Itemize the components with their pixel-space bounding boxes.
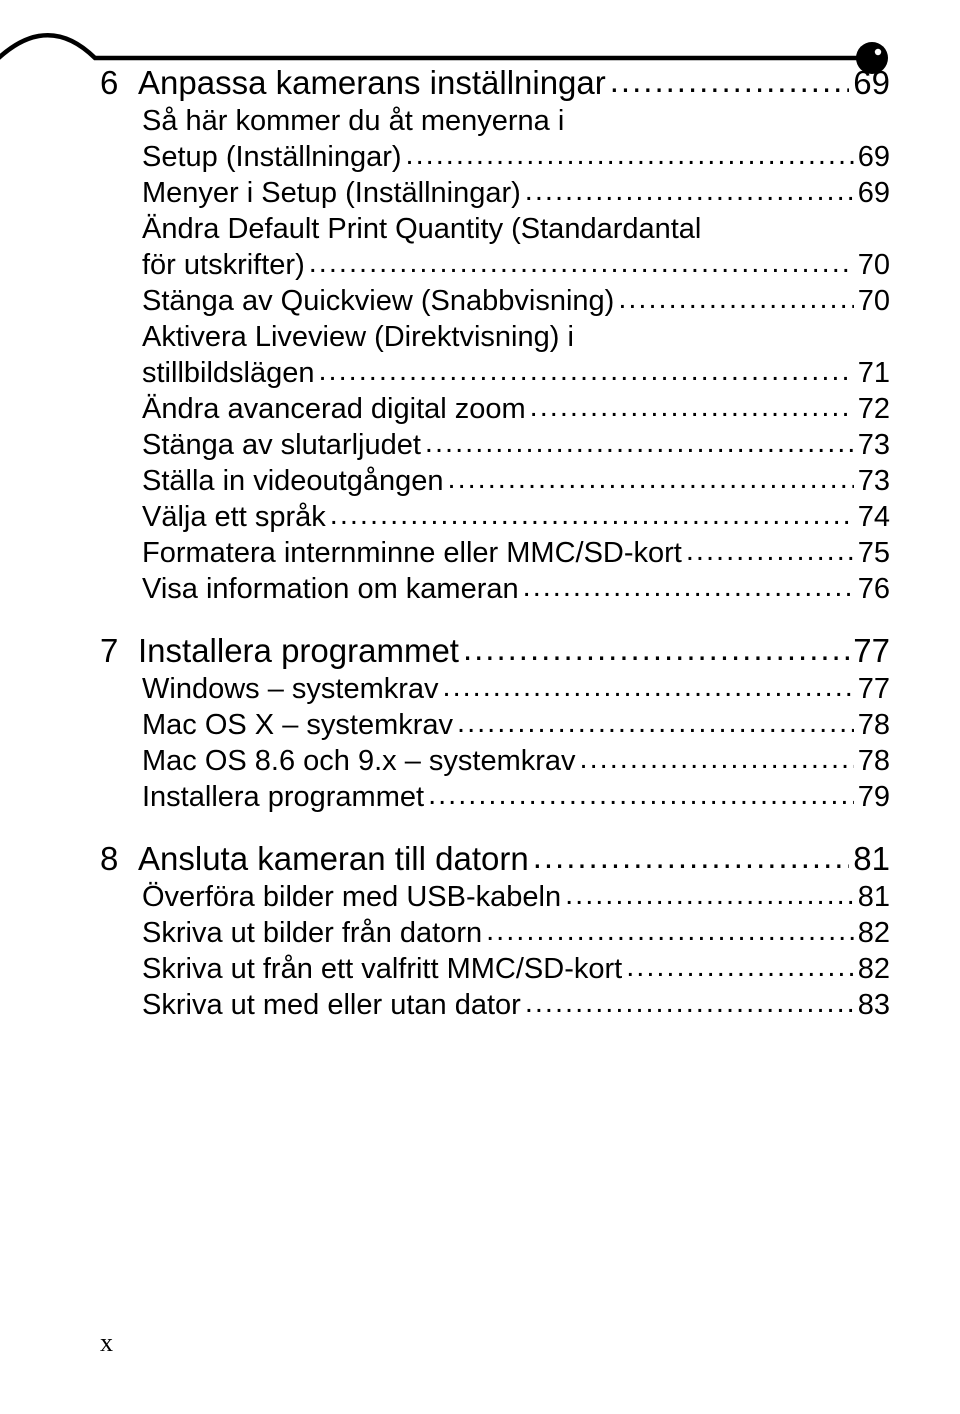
- toc-page-ref: 81: [853, 840, 890, 878]
- toc-sub-label: Windows – systemkrav: [142, 673, 439, 706]
- toc-sub-label: Formatera internminne eller MMC/SD-kort: [142, 537, 682, 570]
- toc-chapter-row: 8Ansluta kameran till datorn 81: [100, 840, 890, 878]
- toc-leader: [533, 838, 850, 876]
- toc-sub-label: Ställa in videoutgången: [142, 465, 444, 498]
- page-number: x: [100, 1328, 113, 1358]
- toc-sub-row: Aktivera Liveview (Direktvisning) i: [142, 321, 890, 354]
- toc-sub-row: för utskrifter) 70: [142, 249, 890, 282]
- toc-chapter-number: 7: [100, 632, 138, 670]
- toc-sub-row: Mac OS X – systemkrav 78: [142, 709, 890, 742]
- toc-sub-label: Skriva ut med eller utan dator: [142, 989, 521, 1022]
- toc-leader: [626, 951, 854, 984]
- toc-sub-row: Formatera internminne eller MMC/SD-kort 7…: [142, 537, 890, 570]
- toc-sub-row: Överföra bilder med USB-kabeln 81: [142, 881, 890, 914]
- toc-leader: [686, 535, 854, 568]
- toc-chapter-row: 7Installera programmet 77: [100, 632, 890, 670]
- toc-page-ref: 74: [858, 501, 890, 534]
- toc-sub-row: Ställa in videoutgången 73: [142, 465, 890, 498]
- toc-page-ref: 73: [858, 429, 890, 462]
- toc-chapter-label: 7Installera programmet: [100, 632, 459, 670]
- toc-page-ref: 79: [858, 781, 890, 814]
- toc-page-ref: 78: [858, 745, 890, 778]
- toc-page-ref: 73: [858, 465, 890, 498]
- toc-sub-row: Skriva ut med eller utan dator 83: [142, 989, 890, 1022]
- toc-leader: [610, 62, 850, 100]
- toc-sub-label: Stänga av slutarljudet: [142, 429, 421, 462]
- toc-page-ref: 72: [858, 393, 890, 426]
- toc-sub-label: Visa information om kameran: [142, 573, 519, 606]
- toc-sub-label: för utskrifter): [142, 249, 305, 282]
- toc-sub-row: Mac OS 8.6 och 9.x – systemkrav 78: [142, 745, 890, 778]
- toc-sub-row: Ändra avancerad digital zoom 72: [142, 393, 890, 426]
- toc-page-ref: 77: [853, 632, 890, 670]
- page: 6Anpassa kamerans inställningar69Så här …: [0, 0, 960, 1414]
- toc-sub-label: Menyer i Setup (Inställningar): [142, 177, 521, 210]
- toc-page-ref: 82: [858, 917, 890, 950]
- toc-sub-label: Installera programmet: [142, 781, 424, 814]
- toc-sub-row: stillbildslägen 71: [142, 357, 890, 390]
- toc-leader: [565, 879, 854, 912]
- toc-page-ref: 81: [858, 881, 890, 914]
- toc-leader: [486, 915, 854, 948]
- toc-sub-row: Stänga av slutarljudet 73: [142, 429, 890, 462]
- toc-sub-label: Skriva ut bilder från datorn: [142, 917, 482, 950]
- toc-sub-row: Så här kommer du åt menyerna i: [142, 105, 890, 138]
- toc-page-ref: 69: [858, 177, 890, 210]
- toc-sub-label: Mac OS X – systemkrav: [142, 709, 453, 742]
- toc-leader: [443, 671, 854, 704]
- toc-sub-label: Skriva ut från ett valfritt MMC/SD-kort: [142, 953, 622, 986]
- toc-page-ref: 71: [858, 357, 890, 390]
- toc-leader: [448, 463, 854, 496]
- toc-leader: [309, 247, 854, 280]
- toc-sub-row: Windows – systemkrav 77: [142, 673, 890, 706]
- toc-sub-label: Stänga av Quickview (Snabbvisning): [142, 285, 614, 318]
- toc-chapter-number: 8: [100, 840, 138, 878]
- toc-page-ref: 82: [858, 953, 890, 986]
- toc-chapter-label: 8Ansluta kameran till datorn: [100, 840, 529, 878]
- toc-sub-label: stillbildslägen: [142, 357, 315, 390]
- toc-chapter-title: Installera programmet: [138, 632, 459, 669]
- toc-leader: [525, 175, 854, 208]
- table-of-contents: 6Anpassa kamerans inställningar69Så här …: [100, 64, 890, 1022]
- toc-sub-row: Visa information om kameran 76: [142, 573, 890, 606]
- toc-sub-label: Så här kommer du åt menyerna i: [142, 105, 564, 138]
- toc-sub-row: Menyer i Setup (Inställningar) 69: [142, 177, 890, 210]
- toc-page-ref: 70: [858, 249, 890, 282]
- toc-sub-row: Setup (Inställningar) 69: [142, 141, 890, 174]
- toc-leader: [428, 779, 854, 812]
- toc-sub-label: Mac OS 8.6 och 9.x – systemkrav: [142, 745, 576, 778]
- toc-page-ref: 83: [858, 989, 890, 1022]
- toc-sub-row: Stänga av Quickview (Snabbvisning) 70: [142, 285, 890, 318]
- toc-sub-row: Skriva ut bilder från datorn 82: [142, 917, 890, 950]
- toc-leader: [406, 139, 854, 172]
- toc-sub-label: Ändra Default Print Quantity (Standardan…: [142, 213, 701, 246]
- toc-leader: [425, 427, 854, 460]
- toc-sub-row: Installera programmet 79: [142, 781, 890, 814]
- toc-leader: [319, 355, 854, 388]
- toc-page-ref: 76: [858, 573, 890, 606]
- toc-sub-label: Välja ett språk: [142, 501, 326, 534]
- toc-page-ref: 70: [858, 285, 890, 318]
- toc-page-ref: 78: [858, 709, 890, 742]
- toc-sub-label: Överföra bilder med USB-kabeln: [142, 881, 561, 914]
- toc-chapter-title: Ansluta kameran till datorn: [138, 840, 529, 877]
- toc-sub-label: Aktivera Liveview (Direktvisning) i: [142, 321, 574, 354]
- toc-sub-label: Setup (Inställningar): [142, 141, 402, 174]
- toc-leader: [463, 630, 849, 668]
- toc-sub-row: Ändra Default Print Quantity (Standardan…: [142, 213, 890, 246]
- toc-leader: [523, 571, 854, 604]
- toc-leader: [530, 391, 854, 424]
- toc-leader: [580, 743, 854, 776]
- toc-sub-row: Välja ett språk 74: [142, 501, 890, 534]
- toc-page-ref: 75: [858, 537, 890, 570]
- toc-leader: [330, 499, 854, 532]
- toc-sub-row: Skriva ut från ett valfritt MMC/SD-kort 8…: [142, 953, 890, 986]
- toc-page-ref: 69: [858, 141, 890, 174]
- toc-page-ref: 77: [858, 673, 890, 706]
- toc-leader: [525, 987, 854, 1020]
- toc-sub-label: Ändra avancerad digital zoom: [142, 393, 526, 426]
- toc-leader: [618, 283, 853, 316]
- toc-leader: [457, 707, 854, 740]
